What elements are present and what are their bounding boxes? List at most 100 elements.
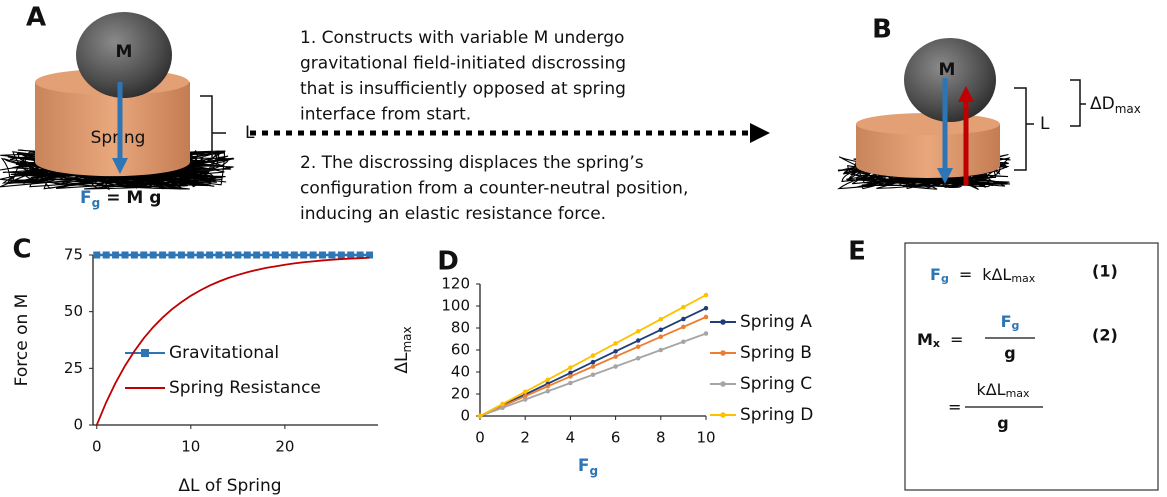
marker <box>613 341 618 346</box>
marker <box>613 349 618 354</box>
step-text: gravitational field-initiated discrossin… <box>300 54 626 74</box>
panel-label: A <box>26 3 46 33</box>
marker <box>477 413 483 419</box>
force-equation: Fg = M g <box>80 188 161 210</box>
delta-label: ΔDmax <box>1090 94 1141 116</box>
marker <box>271 251 279 259</box>
marker <box>635 329 641 334</box>
x-tick-label: 4 <box>566 429 576 447</box>
marker <box>613 364 618 369</box>
marker <box>590 364 596 369</box>
marker <box>500 401 505 407</box>
marker <box>159 251 167 259</box>
marker <box>177 251 185 259</box>
panel-label: B <box>872 15 892 45</box>
panel-label: C <box>12 235 31 265</box>
marker <box>703 314 709 320</box>
marker <box>121 251 129 259</box>
legend-marker <box>720 412 726 418</box>
marker <box>196 251 204 259</box>
marker <box>703 305 709 311</box>
x-tick-label: 0 <box>92 438 102 456</box>
marker <box>658 327 664 333</box>
fraction-denominator: g <box>997 414 1008 433</box>
marker <box>366 251 374 259</box>
length-bracket <box>1014 87 1034 171</box>
y-tick-label: 100 <box>441 297 470 315</box>
legend-label: Gravitational <box>169 343 279 363</box>
marker <box>319 251 327 259</box>
step-text: 1. Constructs with variable M undergo <box>300 28 624 48</box>
y-tick-label: 60 <box>451 341 470 359</box>
marker <box>309 251 317 259</box>
marker <box>112 251 120 259</box>
marker <box>522 393 528 399</box>
y-tick-label: 0 <box>460 407 470 425</box>
x-tick-label: 20 <box>275 438 294 456</box>
steps: 1. Constructs with variable M undergo gra… <box>300 28 688 224</box>
marker <box>545 389 551 394</box>
marker <box>613 354 618 359</box>
marker <box>93 251 101 259</box>
marker <box>215 251 223 259</box>
marker <box>703 331 709 336</box>
marker <box>568 380 573 386</box>
legend-marker <box>720 381 726 387</box>
x-tick-label: 2 <box>520 429 530 447</box>
spring <box>35 82 190 177</box>
marker <box>635 344 641 349</box>
marker <box>168 251 176 259</box>
marker <box>590 353 596 358</box>
x-tick-label: 10 <box>696 429 715 447</box>
step-text: 2. The discrossing displaces the spring’… <box>300 153 644 173</box>
legend-label: Spring B <box>740 343 812 363</box>
marker <box>347 251 355 259</box>
marker <box>356 251 364 259</box>
x-axis-label: ΔL of Spring <box>178 476 281 496</box>
marker <box>522 389 528 395</box>
legend-marker <box>720 319 726 325</box>
marker <box>658 347 664 353</box>
marker <box>681 304 686 310</box>
marker <box>102 251 110 259</box>
marker <box>130 251 138 259</box>
panel-label: D <box>437 247 459 277</box>
marker <box>253 251 261 259</box>
ball-label: M <box>939 60 956 80</box>
equation-box <box>904 242 1159 491</box>
equation-3-eq: = <box>948 398 961 417</box>
marker <box>234 251 242 259</box>
marker <box>703 292 709 298</box>
legend-marker <box>720 350 726 356</box>
marker <box>590 372 596 377</box>
legend-label: Spring A <box>740 312 812 332</box>
marker <box>243 251 251 259</box>
ball-label: M <box>116 42 133 62</box>
step-text: that is insufficiently opposed at spring <box>300 79 626 99</box>
marker <box>681 324 686 330</box>
step-text: configuration from a counter-neutral pos… <box>300 179 688 199</box>
y-tick-label: 20 <box>451 385 470 403</box>
step-text: interface from start. <box>300 105 471 125</box>
marker <box>635 338 641 343</box>
fraction-denominator: g <box>1004 344 1015 363</box>
y-tick-label: 50 <box>64 302 83 320</box>
legend-label: Spring D <box>740 405 813 425</box>
equation-number: (2) <box>1092 326 1118 345</box>
marker <box>500 405 505 410</box>
equation-2-lhs: Mx = <box>917 330 963 351</box>
fraction-numerator: kΔLmax <box>976 380 1030 401</box>
marker <box>206 251 214 259</box>
x-tick-label: 6 <box>611 429 621 447</box>
length-bracket <box>200 95 226 171</box>
legend-label: Spring Resistance <box>169 378 321 398</box>
marker <box>658 316 664 322</box>
marker <box>681 339 686 344</box>
marker <box>635 356 641 361</box>
ball <box>904 38 996 122</box>
x-axis-label: Fg <box>578 456 598 478</box>
step-text: inducing an elastic resistance force. <box>300 204 606 224</box>
y-tick-label: 40 <box>451 363 470 381</box>
marker <box>290 251 298 259</box>
